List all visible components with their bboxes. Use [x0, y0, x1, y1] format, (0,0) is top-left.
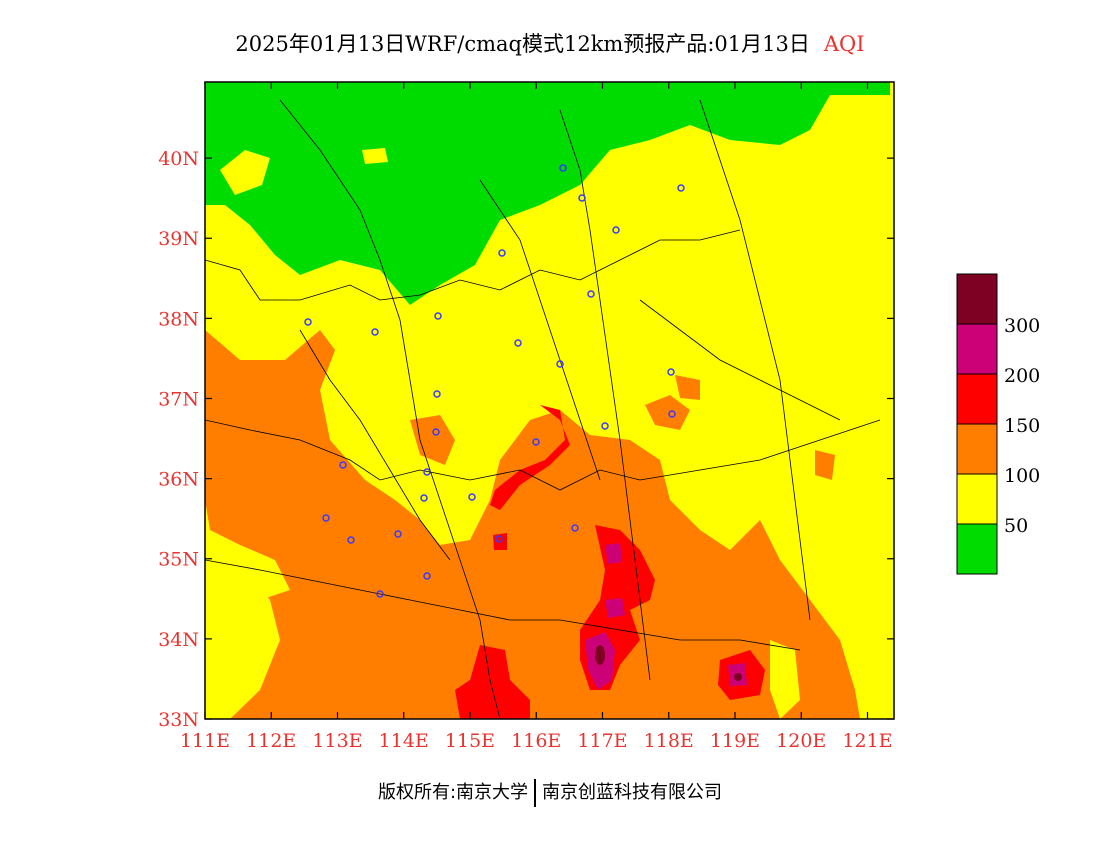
legend-label: 50 [1004, 515, 1028, 537]
y-tick-label: 38N [158, 308, 199, 330]
company-name: 南京创蓝科技有限公司 [542, 782, 723, 803]
city-marker [578, 194, 586, 202]
city-marker [495, 535, 503, 543]
x-tick-label: 111E [180, 730, 230, 752]
aqi-field [205, 82, 894, 719]
axis-ticks [204, 82, 894, 720]
city-marker [322, 514, 330, 522]
aqi-band-yellow-island [362, 148, 388, 164]
city-marker [423, 572, 431, 580]
x-tick-label: 119E [710, 730, 760, 752]
aqi-band-orange-patch [675, 375, 700, 400]
city-marker [498, 249, 506, 257]
x-tick-label: 112E [246, 730, 296, 752]
x-tick-label: 115E [445, 730, 495, 752]
x-tick-label: 118E [644, 730, 694, 752]
y-tick-label: 37N [158, 388, 199, 410]
plot-frame [204, 81, 895, 720]
aqi-band-maroon [734, 673, 742, 681]
aqi-band-orange-patch [815, 450, 835, 480]
footer: 版权所有:南京大学 南京创蓝科技有限公司 [0, 778, 1100, 807]
city-marker [432, 428, 440, 436]
legend-swatch [956, 373, 998, 425]
x-tick-label: 117E [577, 730, 627, 752]
legend-label: 200 [1004, 365, 1040, 387]
aqi-band-red [455, 645, 530, 719]
city-marker [677, 184, 685, 192]
city-marker [601, 422, 609, 430]
aqi-band-green [205, 82, 890, 305]
aqi-band-orange-patch [645, 395, 690, 430]
y-tick-label: 34N [158, 629, 199, 651]
city-marker [612, 226, 620, 234]
city-marker [587, 290, 595, 298]
city-marker [371, 328, 379, 336]
city-marker [556, 360, 564, 368]
x-tick-label: 113E [312, 730, 362, 752]
city-marker [571, 524, 579, 532]
axis-labels: 111E 112E 113E 114E 115E 116E 117E 118E 119E 120E… [158, 148, 892, 752]
aqi-band-orange [205, 330, 860, 719]
x-tick-label: 121E [842, 730, 892, 752]
city-marker [668, 410, 676, 418]
aqi-band-purple [605, 598, 625, 618]
city-marker [423, 468, 431, 476]
y-tick-label: 36N [158, 469, 199, 491]
aqi-band-red [490, 405, 570, 510]
legend: 50 100 150 200 300 [956, 273, 1040, 575]
city-marker [433, 390, 441, 398]
aqi-band-orange-patch [410, 415, 455, 465]
city-marker [468, 493, 476, 501]
x-tick-label: 114E [379, 730, 429, 752]
city-marker [420, 494, 428, 502]
city-marker [376, 590, 384, 598]
y-tick-label: 40N [158, 148, 199, 170]
y-tick-label: 35N [158, 549, 199, 571]
x-tick-label: 120E [776, 730, 826, 752]
aqi-band-purple [605, 543, 622, 564]
city-marker [667, 368, 675, 376]
map-title-product: AQI [823, 32, 865, 56]
legend-swatch [956, 423, 998, 475]
legend-label: 300 [1004, 315, 1040, 337]
map-title-main: 2025年01月13日WRF/cmaq模式12km预报产品:01月13日 [235, 32, 810, 56]
map-title: 2025年01月13日WRF/cmaq模式12km预报产品:01月13日 AQI [0, 28, 1100, 58]
legend-swatch [956, 523, 998, 575]
city-marker [347, 536, 355, 544]
city-marker [339, 461, 347, 469]
city-markers [304, 164, 685, 598]
city-marker [394, 530, 402, 538]
y-tick-label: 33N [158, 709, 199, 731]
x-tick-label: 116E [511, 730, 561, 752]
city-marker [559, 164, 567, 172]
city-marker [532, 438, 540, 446]
legend-label: 150 [1004, 415, 1040, 437]
city-marker [434, 312, 442, 320]
city-marker [514, 339, 522, 347]
aqi-band-yellow-island [770, 640, 800, 719]
copyright-text: 版权所有:南京大学 [377, 782, 529, 803]
aqi-band-maroon [595, 645, 605, 665]
legend-label: 100 [1004, 465, 1040, 487]
footer-separator [534, 779, 537, 807]
boundary-lines [205, 99, 881, 719]
aqi-band-yellow-island [220, 150, 270, 195]
aqi-band-yellow-island [205, 545, 280, 719]
y-tick-label: 39N [158, 228, 199, 250]
legend-swatch [956, 473, 998, 525]
legend-swatch [956, 273, 998, 325]
legend-swatch [956, 323, 998, 375]
city-marker [304, 318, 312, 326]
